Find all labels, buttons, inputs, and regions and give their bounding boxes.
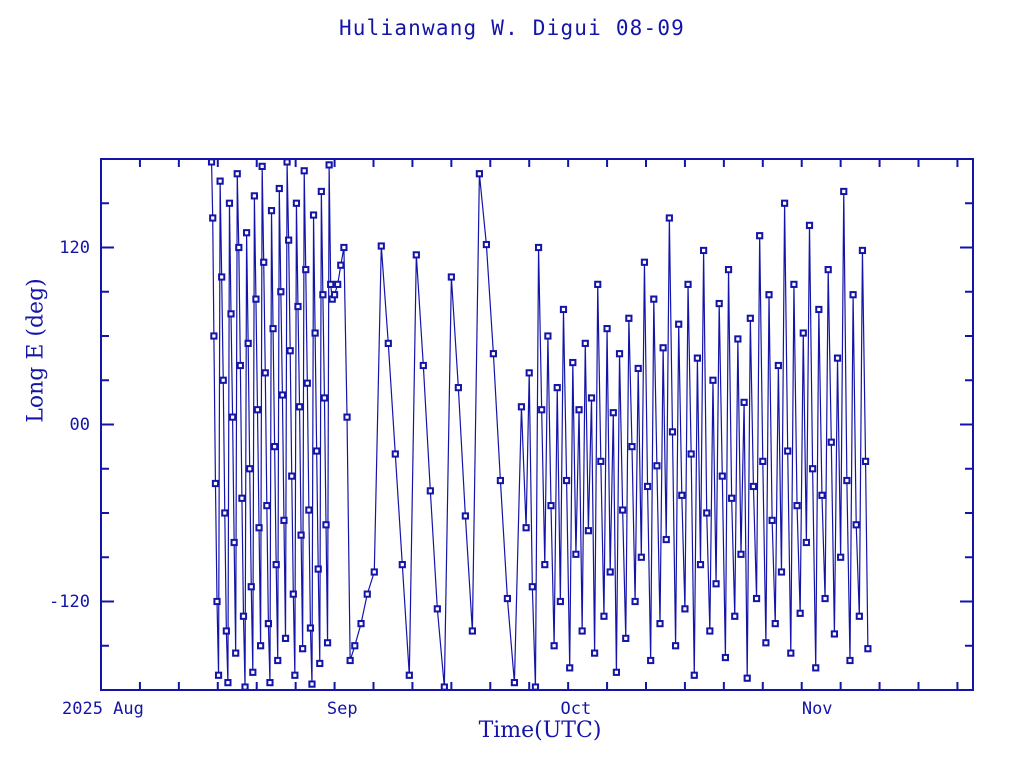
x-tick-label: 2025 Aug <box>62 699 144 719</box>
x-axis-label: Time(UTC) <box>478 718 602 743</box>
x-tick-label: Oct <box>560 699 592 719</box>
axis-ticks <box>100 158 973 691</box>
x-tick-label: Nov <box>801 699 833 719</box>
page-title: Hulianwang W. Digui 08-09 <box>338 16 686 40</box>
y-tick-label: -120 <box>49 591 90 612</box>
data-markers <box>207 158 872 691</box>
y-tick-label: 00 <box>69 414 90 435</box>
data-series-long-e <box>210 161 869 688</box>
y-tick-label: 120 <box>59 237 90 258</box>
x-tick-label: Sep <box>326 699 358 719</box>
